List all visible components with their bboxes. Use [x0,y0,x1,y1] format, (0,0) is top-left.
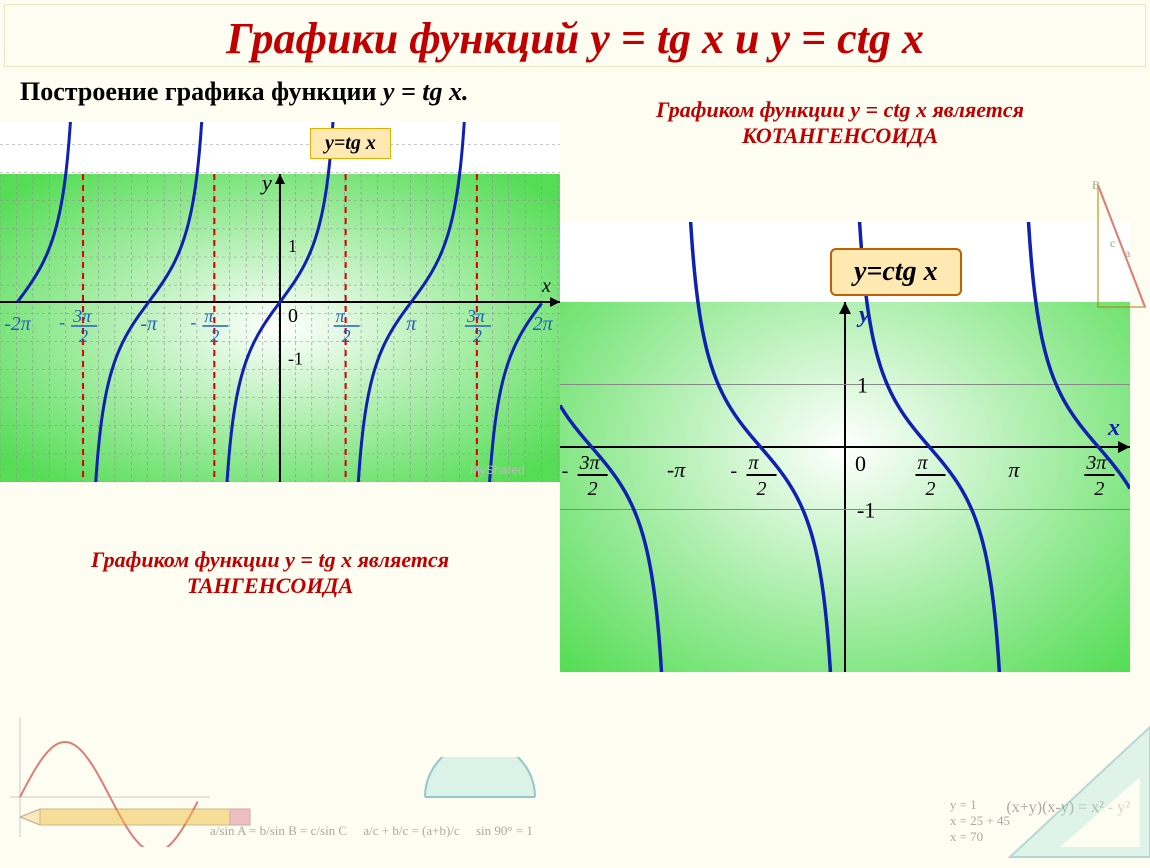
svg-text:-π: -π [140,313,158,335]
svg-text:-: - [731,460,738,482]
tg-build-title-pre: Построение графика функции [20,77,383,106]
svg-text:π: π [749,452,760,474]
tg-caption: Графиком функции y = tg x является ТАНГЕ… [20,547,520,599]
decor-sin-svg [0,707,220,847]
svg-text:2: 2 [588,478,598,500]
svg-text:3π: 3π [466,306,486,326]
svg-text:π: π [1008,457,1020,482]
decor-formula-5: x = 70 [950,829,983,844]
svg-text:1: 1 [288,236,297,256]
svg-text:2: 2 [342,326,351,346]
page-title: Графики функций y = tg x и y = сtg x [4,4,1146,67]
svg-text:3π: 3π [1085,452,1107,474]
decor-formula-1: a/c + b/c = (a+b)/c [363,823,459,838]
svg-text:y: y [856,302,870,328]
svg-text:0: 0 [855,451,866,476]
svg-text:0: 0 [288,305,298,327]
svg-text:π: π [336,306,346,326]
decor-pencil-icon [20,797,260,837]
svg-text:B: B [1092,178,1100,192]
svg-text:-: - [59,312,65,332]
content-area: Построение графика функции y = tg x. y x 0… [0,67,1150,847]
ctg-caption: Графиком функции y = ctg x является КОТА… [570,97,1110,149]
svg-text:-2π: -2π [4,313,32,335]
decor-formulas-r: y = 1 x = 25 + 45 x = 70 [950,797,1010,845]
svg-text:π: π [204,306,214,326]
decor-ruler-icon [420,757,540,807]
svg-text:π: π [917,452,928,474]
svg-text:y: y [260,170,272,195]
svg-text:-: - [190,312,196,332]
svg-text:-: - [562,460,569,482]
tg-caption-pre: Графиком функции y = tg x является [91,547,449,572]
svg-text:-π: -π [667,457,686,482]
svg-text:2: 2 [79,326,88,346]
ctg-caption-pre: Графиком функции y = ctg x является [656,97,1024,122]
ctg-chart: yx01-1-3π2-π-π2π2π3π2 y=ctg x [560,222,1130,672]
decor-formula-6w: (x+y)(x-y) = x² - y² [1006,799,1130,817]
tg-chart: yx01-1-2π-3π2-π-π2π2π3π22πMyShared y=tg … [0,122,560,482]
decor-set-square-icon [1000,717,1150,867]
decor-formula-6: (x+y)(x-y) = x² - y² [1006,799,1130,816]
decor-formula-3: y = 1 [950,797,977,812]
svg-text:2: 2 [473,326,482,346]
svg-text:2: 2 [757,478,767,500]
decor-sin-mini [0,707,220,847]
svg-text:-1: -1 [857,498,875,523]
decor-formula-0: a/sin A = b/sin B = c/sin C [210,823,347,838]
decor-formula-2: sin 90° = 1 [476,823,533,838]
svg-text:x: x [1107,415,1120,441]
tg-caption-main: ТАНГЕНСОИДА [187,573,353,598]
svg-text:π: π [406,313,417,335]
tg-build-title-fn: y = tg x. [383,77,469,106]
svg-text:MyShared: MyShared [470,463,525,477]
ctg-function-label-box: y=ctg x [830,248,962,296]
svg-text:2π: 2π [533,313,554,335]
decor-formula-4: x = 25 + 45 [950,813,1010,828]
svg-text:-1: -1 [288,348,303,368]
decor-formulas: a/sin A = b/sin B = c/sin C a/c + b/c = … [210,823,810,839]
ctg-caption-main: КОТАНГЕНСОИДА [742,123,938,148]
tg-svg: yx01-1-2π-3π2-π-π2π2π3π22πMyShared [0,122,560,482]
tg-function-label-box: y=tg x [310,128,391,159]
svg-text:2: 2 [925,478,935,500]
svg-text:2: 2 [1094,478,1104,500]
svg-text:3π: 3π [72,306,92,326]
svg-text:1: 1 [857,373,868,398]
tg-build-title: Построение графика функции y = tg x. [20,77,469,107]
svg-text:3π: 3π [579,452,601,474]
svg-text:2: 2 [210,326,219,346]
svg-text:x: x [541,275,551,297]
